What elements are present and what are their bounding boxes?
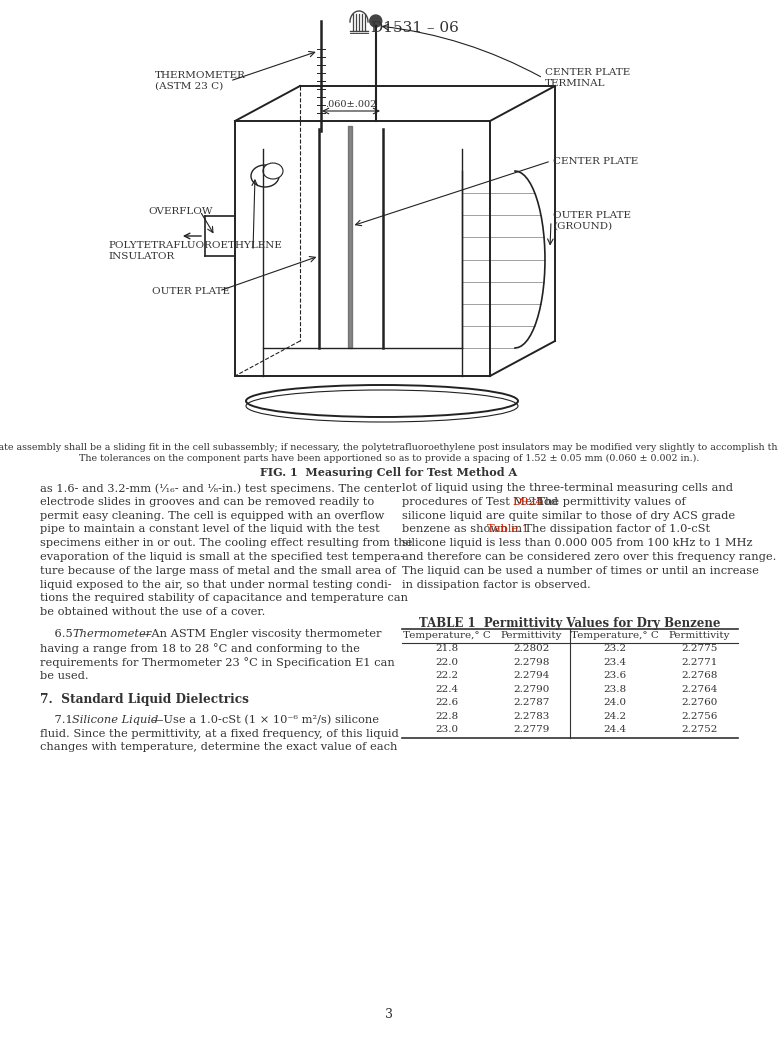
Text: 2.2775: 2.2775 <box>682 644 717 653</box>
Text: 2.2790: 2.2790 <box>513 685 549 693</box>
Text: CENTER PLATE: CENTER PLATE <box>553 156 638 166</box>
Text: POLYTETRAFLUOROETHYLENE
INSULATOR: POLYTETRAFLUOROETHYLENE INSULATOR <box>108 242 282 260</box>
Text: CENTER PLATE
TERMINAL: CENTER PLATE TERMINAL <box>545 69 630 87</box>
Text: Permittivity: Permittivity <box>500 631 562 640</box>
Ellipse shape <box>251 166 279 187</box>
Text: tions the required stability of capacitance and temperature can: tions the required stability of capacita… <box>40 593 408 604</box>
Text: D924: D924 <box>513 497 544 507</box>
Text: pipe to maintain a constant level of the liquid with the test: pipe to maintain a constant level of the… <box>40 525 380 534</box>
Text: 7.1: 7.1 <box>40 715 76 725</box>
Text: 23.6: 23.6 <box>604 671 627 680</box>
Text: 2.2764: 2.2764 <box>682 685 717 693</box>
Text: FIG. 1  Measuring Cell for Test Method A: FIG. 1 Measuring Cell for Test Method A <box>261 467 517 478</box>
Text: 2.2768: 2.2768 <box>682 671 717 680</box>
Text: Silicone Liquid: Silicone Liquid <box>72 715 158 725</box>
Text: 6.5: 6.5 <box>40 629 76 639</box>
Text: permit easy cleaning. The cell is equipped with an overflow: permit easy cleaning. The cell is equipp… <box>40 510 384 520</box>
Text: OUTER PLATE
(GROUND): OUTER PLATE (GROUND) <box>553 211 631 231</box>
Text: 2.2798: 2.2798 <box>513 658 549 666</box>
Text: Plate assembly shall be a sliding fit in the cell subassembly; if necessary, the: Plate assembly shall be a sliding fit in… <box>0 443 778 452</box>
Text: ture because of the large mass of metal and the small area of: ture because of the large mass of metal … <box>40 566 396 576</box>
Text: TABLE 1  Permittivity Values for Dry Benzene: TABLE 1 Permittivity Values for Dry Benz… <box>419 617 720 630</box>
Text: 23.2: 23.2 <box>604 644 627 653</box>
Circle shape <box>370 15 382 27</box>
Text: 24.2: 24.2 <box>604 712 627 720</box>
Text: —An ASTM Engler viscosity thermometer: —An ASTM Engler viscosity thermometer <box>140 629 381 639</box>
Text: 23.8: 23.8 <box>604 685 627 693</box>
Text: evaporation of the liquid is small at the specified test tempera-: evaporation of the liquid is small at th… <box>40 552 405 562</box>
Text: .060±.002: .060±.002 <box>325 100 377 109</box>
Text: Temperature,° C: Temperature,° C <box>404 631 491 640</box>
Text: 7.  Standard Liquid Dielectrics: 7. Standard Liquid Dielectrics <box>40 692 249 706</box>
Text: Thermometer: Thermometer <box>72 629 151 639</box>
Text: requirements for Thermometer 23 °C in Specification E1 can: requirements for Thermometer 23 °C in Sp… <box>40 657 394 667</box>
Text: and therefore can be considered zero over this frequency range.: and therefore can be considered zero ove… <box>402 552 776 562</box>
Text: Permittivity: Permittivity <box>668 631 730 640</box>
Text: fluid. Since the permittivity, at a fixed frequency, of this liquid: fluid. Since the permittivity, at a fixe… <box>40 729 399 739</box>
Text: 22.6: 22.6 <box>436 699 459 707</box>
Text: silicone liquid is less than 0.000 005 from 100 kHz to 1 MHz: silicone liquid is less than 0.000 005 f… <box>402 538 752 549</box>
Text: OVERFLOW: OVERFLOW <box>148 206 212 215</box>
Text: 2.2802: 2.2802 <box>513 644 549 653</box>
Text: silicone liquid are quite similar to those of dry ACS grade: silicone liquid are quite similar to tho… <box>402 510 735 520</box>
Text: The liquid can be used a number of times or until an increase: The liquid can be used a number of times… <box>402 566 759 576</box>
Text: 23.4: 23.4 <box>604 658 627 666</box>
Text: liquid exposed to the air, so that under normal testing condi-: liquid exposed to the air, so that under… <box>40 580 391 589</box>
Text: 21.8: 21.8 <box>436 644 459 653</box>
Text: be obtained without the use of a cover.: be obtained without the use of a cover. <box>40 607 265 617</box>
Text: 2.2760: 2.2760 <box>682 699 717 707</box>
Text: 2.2756: 2.2756 <box>682 712 717 720</box>
Text: 2.2752: 2.2752 <box>682 726 717 734</box>
Text: 2.2783: 2.2783 <box>513 712 549 720</box>
Text: electrode slides in grooves and can be removed readily to: electrode slides in grooves and can be r… <box>40 497 374 507</box>
Text: 22.4: 22.4 <box>436 685 459 693</box>
Text: as 1.6- and 3.2-mm (¹⁄₁₆- and ¹⁄₈-in.) test specimens. The center: as 1.6- and 3.2-mm (¹⁄₁₆- and ¹⁄₈-in.) t… <box>40 483 401 493</box>
Text: 23.0: 23.0 <box>436 726 459 734</box>
Text: 22.8: 22.8 <box>436 712 459 720</box>
Text: procedures of Test Method: procedures of Test Method <box>402 497 562 507</box>
Text: 22.2: 22.2 <box>436 671 459 680</box>
Text: Temperature,° C: Temperature,° C <box>571 631 659 640</box>
Text: 22.0: 22.0 <box>436 658 459 666</box>
Text: 2.2779: 2.2779 <box>513 726 549 734</box>
Ellipse shape <box>263 163 283 179</box>
Text: in dissipation factor is observed.: in dissipation factor is observed. <box>402 580 591 589</box>
Text: 3: 3 <box>385 1008 393 1021</box>
Text: specimens either in or out. The cooling effect resulting from the: specimens either in or out. The cooling … <box>40 538 412 549</box>
Text: 24.0: 24.0 <box>604 699 627 707</box>
Text: 2.2787: 2.2787 <box>513 699 549 707</box>
Text: lot of liquid using the three-terminal measuring cells and: lot of liquid using the three-terminal m… <box>402 483 733 493</box>
Text: 2.2794: 2.2794 <box>513 671 549 680</box>
Text: —Use a 1.0-cSt (1 × 10⁻⁶ m²/s) silicone: —Use a 1.0-cSt (1 × 10⁻⁶ m²/s) silicone <box>152 715 379 726</box>
Text: Table 1: Table 1 <box>487 525 529 534</box>
Text: having a range from 18 to 28 °C and conforming to the: having a range from 18 to 28 °C and conf… <box>40 643 360 654</box>
Text: be used.: be used. <box>40 670 89 681</box>
Text: benzene as shown in: benzene as shown in <box>402 525 526 534</box>
Text: . The dissipation factor of 1.0-cSt: . The dissipation factor of 1.0-cSt <box>517 525 710 534</box>
Text: The tolerances on the component parts have been apportioned so as to provide a s: The tolerances on the component parts ha… <box>79 454 699 463</box>
Text: 24.4: 24.4 <box>604 726 627 734</box>
Text: OUTER PLATE: OUTER PLATE <box>152 286 230 296</box>
Text: . The permittivity values of: . The permittivity values of <box>530 497 685 507</box>
Ellipse shape <box>246 385 518 417</box>
Text: changes with temperature, determine the exact value of each: changes with temperature, determine the … <box>40 742 398 753</box>
Text: THERMOMETER
(ASTM 23 C): THERMOMETER (ASTM 23 C) <box>155 71 246 91</box>
Text: 2.2771: 2.2771 <box>682 658 717 666</box>
Text: D1531 – 06: D1531 – 06 <box>371 21 459 35</box>
